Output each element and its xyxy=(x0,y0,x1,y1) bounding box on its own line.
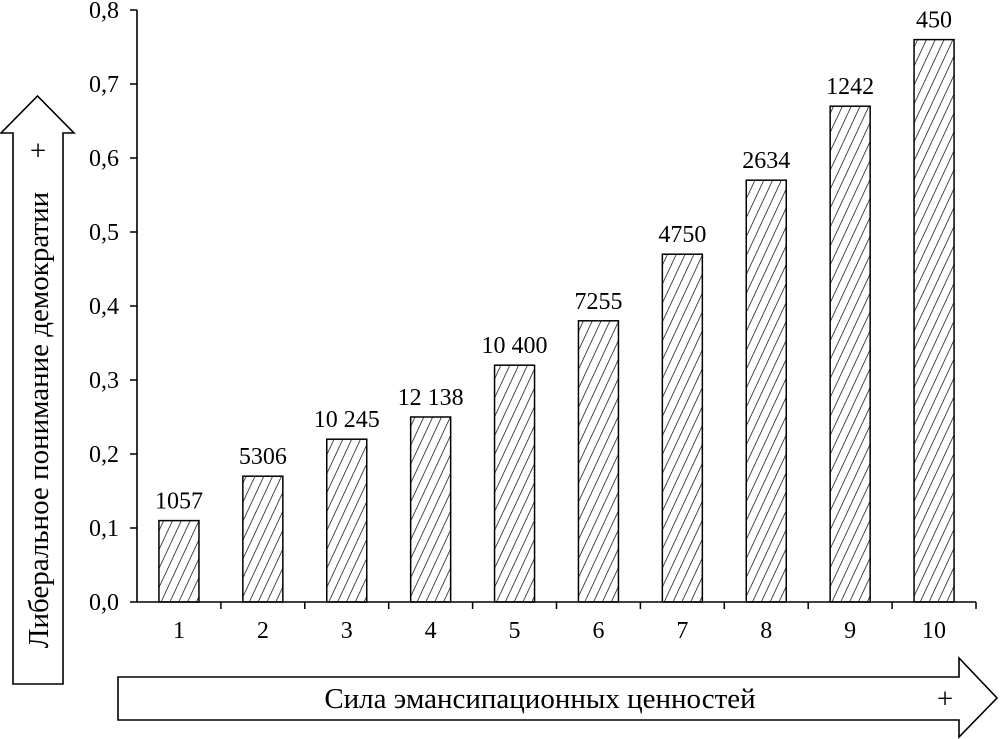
x-category-label: 1 xyxy=(173,618,185,644)
y-tick-label: 0,8 xyxy=(89,0,119,24)
bar-data-label: 10 400 xyxy=(482,333,548,359)
x-category-label: 10 xyxy=(922,618,946,644)
y-axis-arrow: + Либеральное понимание демократии xyxy=(0,94,76,685)
bar-data-label: 4750 xyxy=(658,222,706,248)
x-category-label: 4 xyxy=(425,618,437,644)
bar-3 xyxy=(326,438,368,603)
bar-data-label: 450 xyxy=(916,8,952,34)
bar-data-label: 5306 xyxy=(239,444,287,470)
y-tick-label: 0,1 xyxy=(89,516,119,542)
y-axis-plus-sign: + xyxy=(30,135,46,167)
bar-10 xyxy=(913,38,955,603)
y-tick-label: 0,0 xyxy=(89,590,119,616)
x-axis-arrow-shape xyxy=(117,655,999,739)
x-category-label: 5 xyxy=(509,618,521,644)
x-axis-arrow: Сила эмансипационных ценностей + xyxy=(117,655,999,739)
bar-data-label: 10 245 xyxy=(314,407,380,433)
y-tick-label: 0,4 xyxy=(89,294,119,320)
x-category-label: 2 xyxy=(257,618,269,644)
y-axis-arrow-shape xyxy=(0,94,76,685)
bar-data-label: 1242 xyxy=(826,74,874,100)
bar-8 xyxy=(745,179,787,603)
plot-area: 1057 1 5306 2 10 245 3 12 138 4 10 400 5 7255 6 4750… xyxy=(89,0,977,644)
bar-1 xyxy=(158,519,200,603)
bar-6 xyxy=(577,320,620,603)
x-axis-title: Сила эмансипационных ценностей xyxy=(324,683,755,715)
x-category-label: 7 xyxy=(676,618,688,644)
bar-data-label: 2634 xyxy=(742,148,790,174)
x-category-label: 8 xyxy=(760,618,772,644)
y-tick-label: 0,5 xyxy=(89,220,119,246)
y-tick-label: 0,3 xyxy=(89,368,119,394)
y-tick-label: 0,6 xyxy=(89,146,119,172)
bar-4 xyxy=(409,416,452,603)
x-category-label: 9 xyxy=(844,618,856,644)
x-axis-plus-sign: + xyxy=(937,683,953,715)
y-tick-label: 0,2 xyxy=(89,442,119,468)
bar-7 xyxy=(661,253,704,603)
bar-data-label: 12 138 xyxy=(398,385,464,411)
y-axis-title: Либеральное понимание демократии xyxy=(23,192,55,648)
x-category-label: 6 xyxy=(592,618,604,644)
bar-data-label: 1057 xyxy=(155,489,203,515)
y-tick-label: 0,7 xyxy=(89,72,119,98)
bar-data-label: 7255 xyxy=(574,289,622,315)
bar-5 xyxy=(493,364,536,603)
x-category-label: 3 xyxy=(341,618,353,644)
bar-9 xyxy=(829,105,871,603)
bar-2 xyxy=(242,475,284,603)
